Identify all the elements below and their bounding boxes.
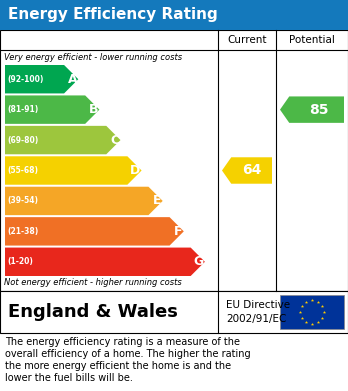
Text: 64: 64: [242, 163, 262, 178]
Text: Potential: Potential: [289, 35, 335, 45]
Text: Very energy efficient - lower running costs: Very energy efficient - lower running co…: [4, 53, 182, 62]
Text: (55-68): (55-68): [7, 166, 38, 175]
Text: lower the fuel bills will be.: lower the fuel bills will be.: [5, 373, 133, 383]
Polygon shape: [5, 156, 142, 185]
Text: the more energy efficient the home is and the: the more energy efficient the home is an…: [5, 361, 231, 371]
Text: (39-54): (39-54): [7, 196, 38, 205]
Text: overall efficiency of a home. The higher the rating: overall efficiency of a home. The higher…: [5, 349, 251, 359]
Text: B: B: [89, 103, 98, 116]
Text: England & Wales: England & Wales: [8, 303, 178, 321]
Polygon shape: [5, 187, 163, 215]
Polygon shape: [222, 157, 272, 184]
Text: E: E: [153, 194, 162, 208]
Text: C: C: [110, 134, 119, 147]
Text: Current: Current: [227, 35, 267, 45]
Text: (69-80): (69-80): [7, 136, 38, 145]
Polygon shape: [5, 248, 205, 276]
Text: (21-38): (21-38): [7, 227, 38, 236]
Polygon shape: [5, 217, 184, 246]
Bar: [0, 0, 348, 30]
Text: F: F: [174, 225, 183, 238]
Text: 85: 85: [309, 103, 328, 117]
Text: Energy Efficiency Rating: Energy Efficiency Rating: [8, 7, 218, 23]
Text: G: G: [193, 255, 204, 268]
Text: The energy efficiency rating is a measure of the: The energy efficiency rating is a measur…: [5, 337, 240, 347]
Text: Not energy efficient - higher running costs: Not energy efficient - higher running co…: [4, 278, 182, 287]
Bar: [0, 30, 348, 291]
Text: (92-100): (92-100): [7, 75, 44, 84]
Bar: [0, 291, 348, 333]
Polygon shape: [280, 97, 344, 123]
Text: (1-20): (1-20): [7, 257, 33, 266]
Polygon shape: [5, 126, 120, 154]
Text: EU Directive
2002/91/EC: EU Directive 2002/91/EC: [226, 300, 290, 324]
Polygon shape: [5, 65, 78, 93]
Text: (81-91): (81-91): [7, 105, 38, 114]
Text: A: A: [68, 73, 77, 86]
Text: D: D: [130, 164, 141, 177]
Bar: [280, 295, 344, 329]
Polygon shape: [5, 95, 100, 124]
Bar: [0, 30, 348, 291]
